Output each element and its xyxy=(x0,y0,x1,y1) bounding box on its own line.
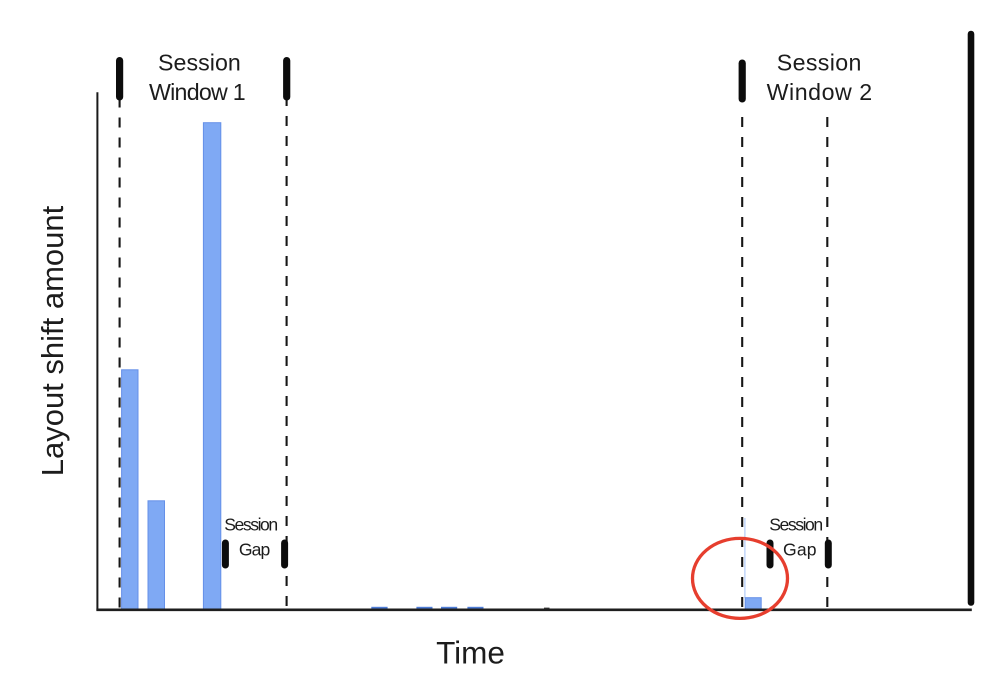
svg-text:Session: Session xyxy=(158,49,241,75)
svg-text:Gap: Gap xyxy=(783,540,817,560)
svg-text:Layout shift amount: Layout shift amount xyxy=(35,205,70,476)
svg-text:Session: Session xyxy=(777,49,862,75)
svg-text:Session: Session xyxy=(769,514,823,534)
svg-text:Time: Time xyxy=(436,634,505,670)
svg-text:Gap: Gap xyxy=(239,540,271,560)
svg-text:Window 2: Window 2 xyxy=(767,79,873,105)
svg-text:Session: Session xyxy=(224,514,278,534)
svg-text:Window 1: Window 1 xyxy=(149,79,246,105)
